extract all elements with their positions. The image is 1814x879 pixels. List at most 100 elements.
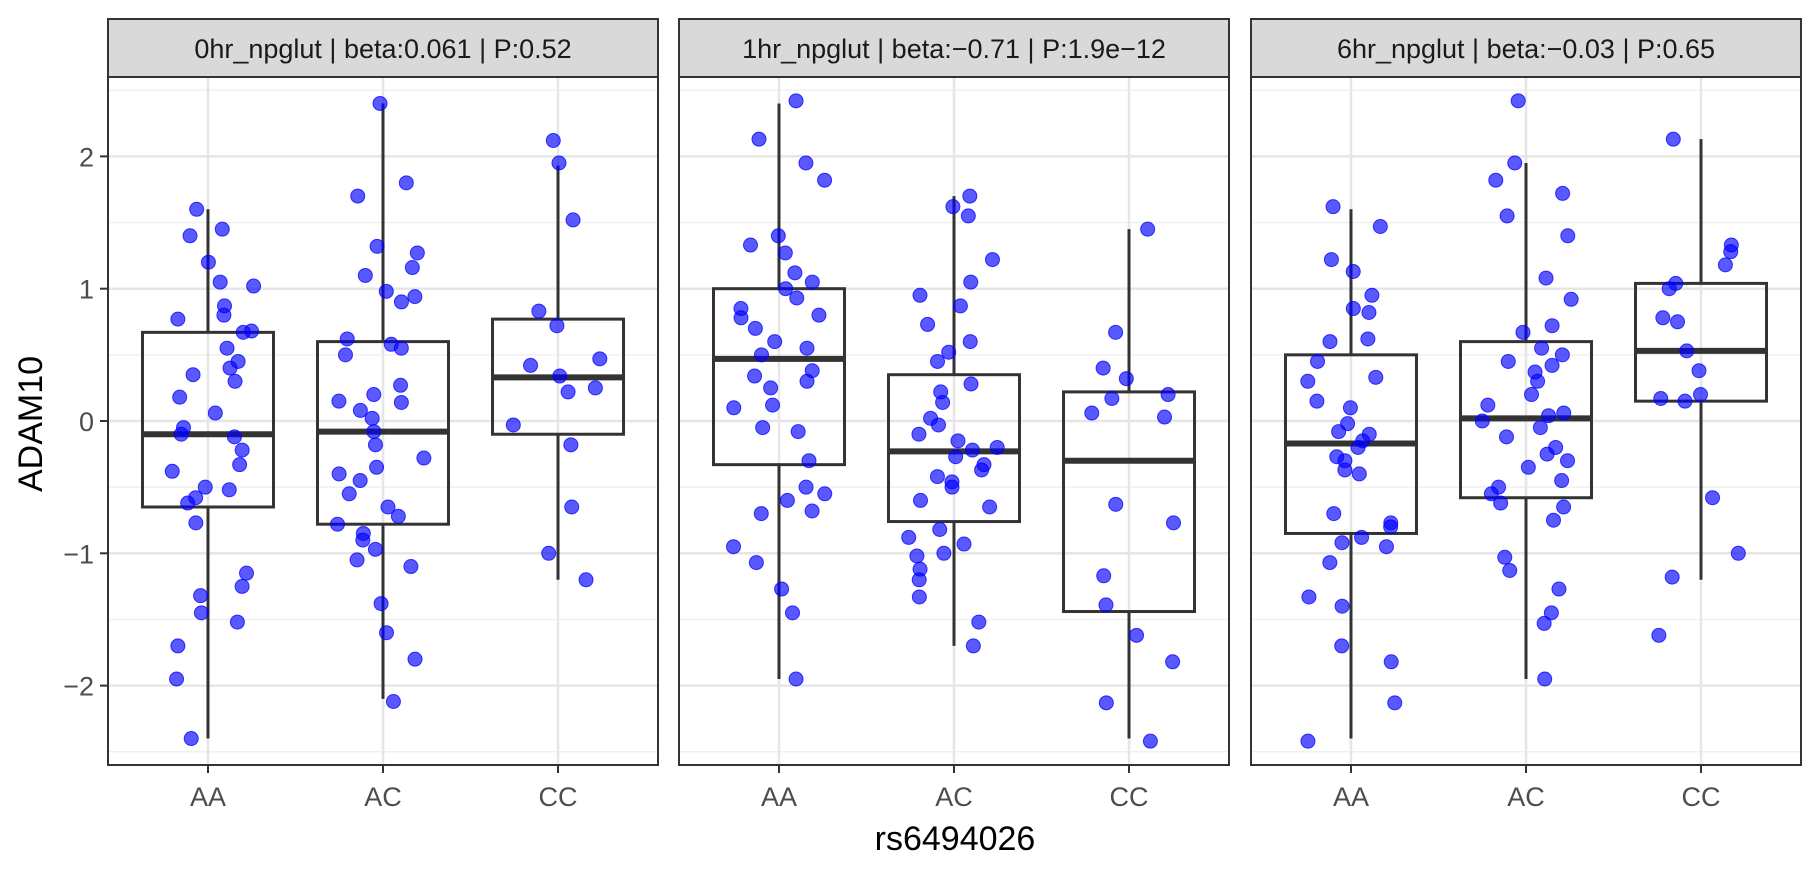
data-point — [180, 495, 196, 511]
data-point — [1670, 314, 1686, 330]
y-tick-label: −1 — [63, 539, 94, 569]
data-point — [366, 424, 382, 440]
data-point — [212, 274, 228, 290]
data-point — [1361, 305, 1377, 321]
data-point — [1084, 405, 1100, 421]
data-point — [1378, 539, 1394, 555]
data-point — [1165, 515, 1181, 531]
data-point — [930, 417, 946, 433]
data-point — [1322, 555, 1338, 571]
data-point — [352, 473, 368, 489]
data-point — [1098, 695, 1114, 711]
data-point — [1098, 597, 1114, 613]
data-point — [1300, 733, 1316, 749]
data-point — [963, 274, 979, 290]
data-point — [778, 281, 794, 297]
data-point — [1679, 343, 1695, 359]
data-point — [1499, 429, 1515, 445]
data-point — [379, 625, 395, 641]
data-point — [960, 208, 976, 224]
data-point — [788, 671, 804, 687]
data-point — [378, 283, 394, 299]
data-point — [349, 552, 365, 568]
data-point — [1334, 598, 1350, 614]
box-iqr — [1062, 390, 1197, 614]
data-point — [787, 265, 803, 281]
data-point — [229, 614, 245, 630]
data-point — [1556, 405, 1572, 421]
data-point — [244, 323, 260, 339]
data-point — [963, 376, 979, 392]
data-point — [350, 188, 366, 204]
data-point — [352, 402, 368, 418]
data-point — [774, 581, 790, 597]
data-point — [331, 466, 347, 482]
data-point — [804, 503, 820, 519]
data-point — [726, 539, 742, 555]
data-point — [799, 373, 815, 389]
data-point — [1532, 420, 1548, 436]
data-point — [1543, 605, 1559, 621]
data-point — [788, 93, 804, 109]
panel-strip — [107, 18, 659, 78]
data-point — [1691, 363, 1707, 379]
data-point — [1651, 627, 1667, 643]
data-point — [1538, 270, 1554, 286]
data-point — [956, 536, 972, 552]
data-point — [1345, 263, 1361, 279]
data-point — [962, 188, 978, 204]
data-point — [185, 367, 201, 383]
data-point — [911, 589, 927, 605]
data-point — [1555, 185, 1571, 201]
data-point — [965, 638, 981, 654]
data-point — [1300, 373, 1316, 389]
data-point — [1323, 252, 1339, 268]
data-point — [1301, 589, 1317, 605]
data-point — [246, 278, 262, 294]
data-point — [193, 588, 209, 604]
data-point — [952, 298, 968, 314]
data-point — [214, 221, 230, 237]
data-point — [1510, 93, 1526, 109]
data-point — [393, 340, 409, 356]
data-point — [366, 387, 382, 403]
data-point — [1534, 340, 1550, 356]
data-point — [170, 638, 186, 654]
data-point — [409, 245, 425, 261]
data-point — [742, 237, 758, 253]
data-point — [1563, 291, 1579, 307]
y-axis: −2 −1 0 1 2 — [63, 142, 108, 702]
data-point — [982, 499, 998, 515]
data-point — [765, 397, 781, 413]
data-point — [549, 318, 565, 334]
x-tick-label: AC — [364, 782, 402, 812]
box-iqr — [140, 330, 275, 509]
data-point — [545, 133, 561, 149]
data-point — [767, 334, 783, 350]
data-point — [1536, 615, 1552, 631]
data-point — [1500, 353, 1516, 369]
data-point — [169, 671, 185, 687]
data-point — [1664, 569, 1680, 585]
data-point — [751, 131, 767, 147]
data-point — [911, 426, 927, 442]
data-point — [221, 482, 237, 498]
data-point — [1325, 199, 1341, 215]
data-point — [1118, 371, 1134, 387]
data-point — [407, 651, 423, 667]
y-axis-label: ADAM10 — [12, 356, 50, 492]
data-point — [1334, 535, 1350, 551]
data-point — [984, 252, 1000, 268]
data-point — [1140, 221, 1156, 237]
data-point — [1677, 393, 1693, 409]
data-point — [753, 347, 769, 363]
data-point — [398, 175, 414, 191]
data-point — [393, 294, 409, 310]
data-point — [785, 605, 801, 621]
data-point — [232, 457, 248, 473]
data-point — [945, 199, 961, 215]
data-point — [1372, 219, 1388, 235]
data-point — [385, 693, 401, 709]
data-point — [1342, 400, 1358, 416]
data-point — [173, 426, 189, 442]
